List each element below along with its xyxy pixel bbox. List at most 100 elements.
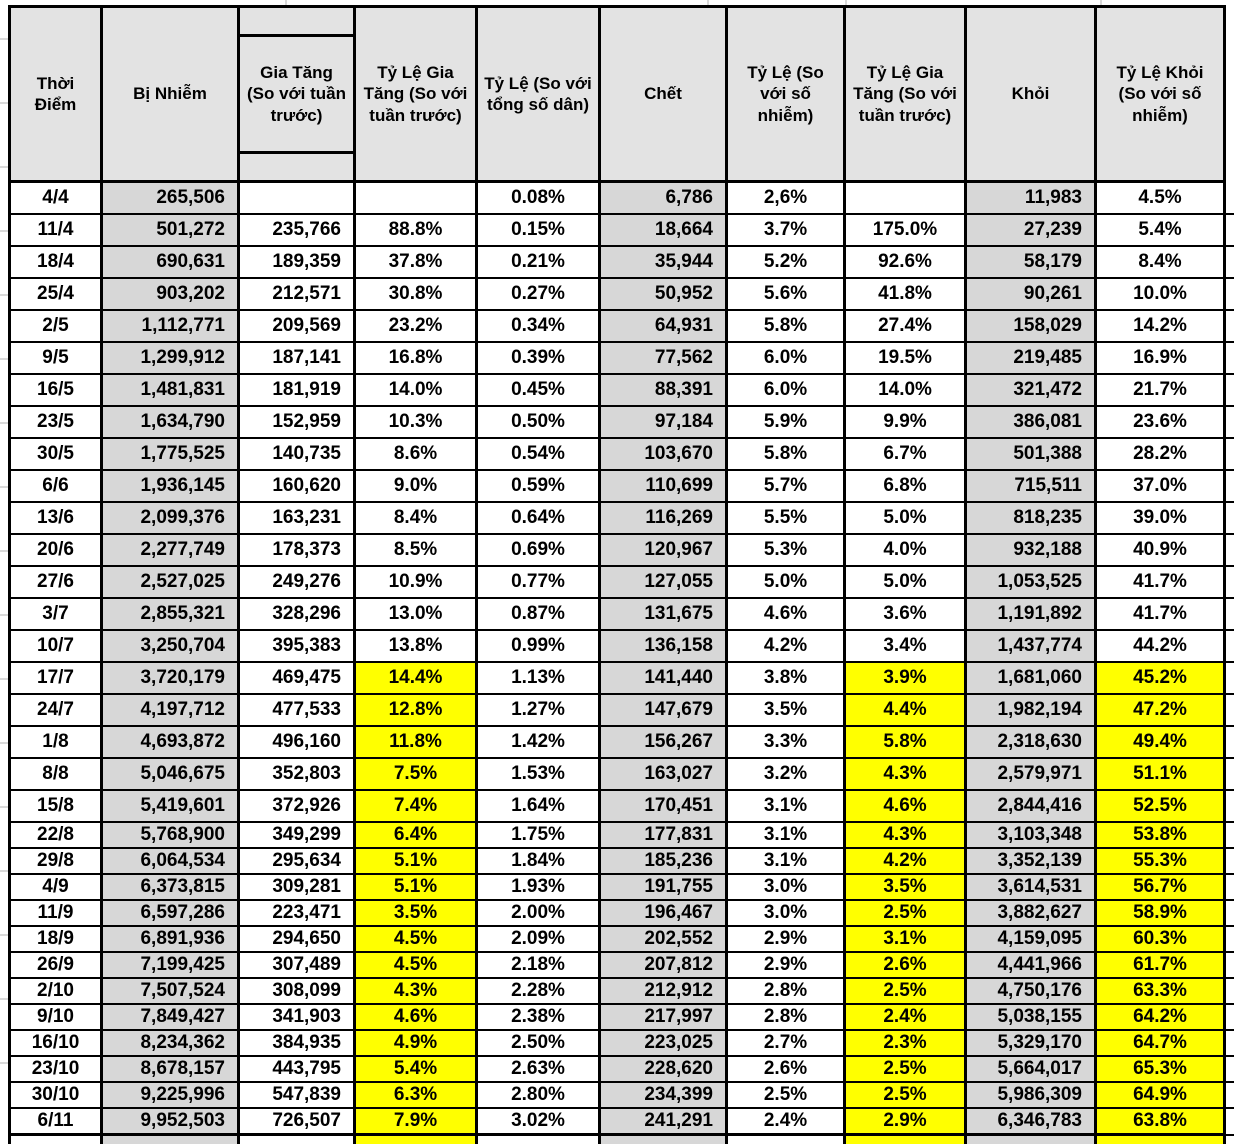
table-cell: 1.84% [478, 849, 601, 873]
header-cell-8: Khỏi [967, 8, 1097, 180]
table-cell: 7,849,427 [103, 1005, 240, 1029]
table-cell [356, 183, 478, 213]
table-cell: 37.8% [356, 247, 478, 277]
table-cell: 5.5% [728, 503, 846, 533]
table-cell: 4.5% [1138, 187, 1182, 208]
table-cell: 1,775,525 [103, 439, 240, 469]
gridline-stub [1226, 661, 1234, 663]
table-cell: 6.3% [356, 1083, 478, 1107]
table-cell: 16.8% [356, 343, 478, 373]
table-cell: 7.5% [356, 759, 478, 789]
table-cell: 50,952 [601, 279, 728, 309]
table-cell: 0.87% [478, 599, 601, 629]
table-cell: 3.3% [728, 727, 846, 757]
table-cell: 5,664,017 [967, 1057, 1097, 1081]
table-cell: 44.2% [1133, 635, 1187, 656]
table-cell: 8,234,362 [103, 1031, 240, 1055]
header-cell-3: Tỷ Lệ Gia Tăng (So với tuần trước) [356, 8, 478, 180]
table-cell: 11/9 [11, 901, 103, 925]
table-cell: 1,053,525 [967, 567, 1097, 597]
table-cell: 10.3% [356, 407, 478, 437]
table-cell: 5.0% [846, 503, 967, 533]
table-cell: 2.9% [846, 1109, 967, 1133]
gridline-stub [0, 550, 8, 552]
table-cell: 131,675 [601, 599, 728, 629]
table-cell: 63.8% [1097, 1109, 1223, 1133]
table-row: 24/7 4,197,712 477,533 12.8% 1.27% 147,679 3.5… [11, 695, 1223, 727]
table-cell: 3.5% [356, 901, 478, 925]
table-cell: 30/5 [11, 439, 103, 469]
table-cell: 21.7% [1133, 379, 1187, 400]
table-cell: 19.5% [846, 343, 967, 373]
table-cell: 2.5% [846, 1057, 967, 1081]
table-cell: 9,952,503 [103, 1109, 240, 1133]
table-cell: 170,451 [601, 791, 728, 821]
table-cell: 16.9% [1133, 347, 1187, 368]
table-row: 18/9 6,891,936 294,650 4.5% 2.09% 202,552 2.9%… [11, 927, 1223, 953]
gridline-stub [0, 486, 8, 488]
gridline-stub [1226, 789, 1234, 791]
table-row: 11/4 501,272 235,766 88.8% 0.15% 18,664 3.7% 17… [11, 215, 1223, 247]
table-cell: 8.4% [356, 503, 478, 533]
gridline-stub [1226, 725, 1234, 727]
table-cell: 5.2% [728, 247, 846, 277]
gridline-stub [1226, 213, 1234, 215]
table-cell: 223,025 [601, 1031, 728, 1055]
table-cell: 17/7 [11, 663, 103, 693]
table-cell: 6,597,286 [103, 901, 240, 925]
table-cell: 8.6% [356, 439, 478, 469]
table-cell: 53.8% [1097, 823, 1223, 847]
table-cell: 235,766 [240, 215, 356, 245]
header-cell-1: Bị Nhiễm [103, 8, 240, 180]
table-cell: 1.64% [478, 791, 601, 821]
table-cell: 349,299 [240, 823, 356, 847]
table-cell [1097, 1136, 1223, 1144]
table-cell: 1,681,060 [967, 663, 1097, 693]
table-cell: 16/10 [11, 1031, 103, 1055]
table-cell: 40.9% [1133, 539, 1187, 560]
table-cell: 715,511 [967, 471, 1097, 501]
table-cell: 3,614,531 [967, 875, 1097, 899]
table-cell: 5.9% [728, 407, 846, 437]
table-cell: 39.0% [1133, 507, 1187, 528]
gridline-stub [1226, 1029, 1234, 1031]
table-cell: 207,812 [601, 953, 728, 977]
table-cell: 3.1% [728, 791, 846, 821]
table-cell: 20/6 [11, 535, 103, 565]
table-cell: 2.4% [728, 1109, 846, 1133]
covid-weekly-stats-table: Thời Điểm Bị Nhiễm Gia Tăng (So với tuần t… [8, 5, 1226, 1144]
table-cell: 16/5 [11, 375, 103, 405]
table-cell: 3,103,348 [967, 823, 1097, 847]
table-cell: 4,750,176 [967, 979, 1097, 1003]
table-cell: 4.5% [356, 927, 478, 951]
table-cell: 2,527,025 [103, 567, 240, 597]
table-cell: 6/11 [11, 1109, 103, 1133]
table-cell: 3.7% [728, 215, 846, 245]
table-cell: 0.08% [478, 183, 601, 213]
table-cell: 5.4% [1138, 219, 1182, 240]
table-cell: 7.4% [356, 791, 478, 821]
table-cell: 4.2% [846, 849, 967, 873]
table-cell: 11.8% [356, 727, 478, 757]
gridline-stub [1226, 1081, 1234, 1083]
table-cell [967, 1136, 1097, 1144]
table-cell: 0.64% [478, 503, 601, 533]
table-cell: 6.0% [728, 343, 846, 373]
table-cell: 5,986,309 [967, 1083, 1097, 1107]
table-cell: 14.2% [1133, 315, 1187, 336]
gridline-stub [1226, 1134, 1234, 1136]
table-cell: 0.69% [478, 535, 601, 565]
table-cell: 8.4% [1138, 251, 1182, 272]
table-cell [240, 183, 356, 213]
table-cell: 4.9% [356, 1031, 478, 1055]
table-row: 16/5 1,481,831 181,919 14.0% 0.45% 88,391 6.0%… [11, 375, 1223, 407]
table-cell: 241,291 [601, 1109, 728, 1133]
table-cell: 156,267 [601, 727, 728, 757]
table-cell: 4,197,712 [103, 695, 240, 725]
gridline-stub [1226, 341, 1234, 343]
table-cell: 11/4 [11, 215, 103, 245]
table-cell: 160,620 [240, 471, 356, 501]
table-row: 3/7 2,855,321 328,296 13.0% 0.87% 131,675 4.6%… [11, 599, 1223, 631]
table-cell: 15/8 [11, 791, 103, 821]
table-cell: 5,046,675 [103, 759, 240, 789]
